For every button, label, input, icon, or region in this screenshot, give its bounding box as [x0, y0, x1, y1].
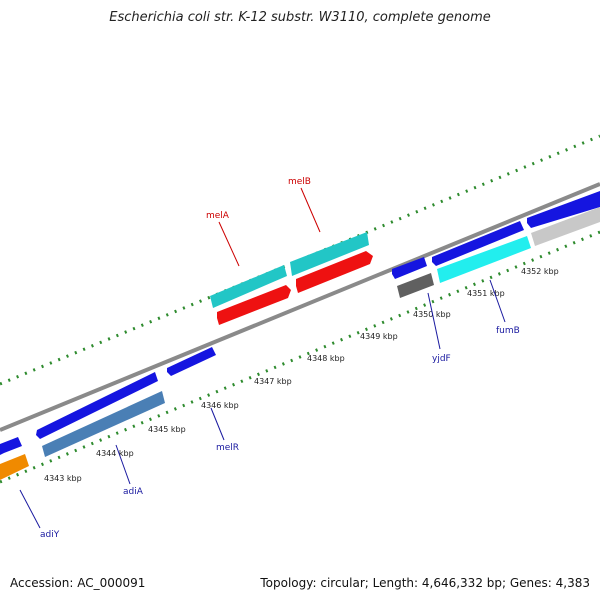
kbp-label: 4351 kbp: [467, 289, 505, 298]
kbp-label: 4352 kbp: [521, 267, 559, 276]
gene-blue-far-left[interactable]: [0, 437, 22, 455]
gene-light-grey-right[interactable]: [531, 207, 600, 246]
gene-label-adiA[interactable]: adiA: [123, 487, 144, 497]
map-title: Escherichia coli str. K-12 substr. W3110…: [109, 10, 491, 25]
genome-backbone: [0, 182, 600, 432]
kbp-label: 4349 kbp: [360, 332, 398, 341]
melB-leader-line: [300, 187, 321, 233]
kbp-label: 4346 kbp: [201, 401, 239, 410]
adiY-leader-line: [19, 489, 41, 529]
gene-label-yjdF[interactable]: yjdF: [432, 354, 451, 364]
accession-text: Accession: AC_000091: [10, 576, 146, 590]
gene-label-adiY[interactable]: adiY: [40, 530, 60, 540]
gene-adiA-steel[interactable]: [42, 391, 165, 457]
kbp-label: 4350 kbp: [413, 310, 451, 319]
gene-blue-adiA-region[interactable]: [36, 372, 158, 439]
kbp-label: 4347 kbp: [254, 377, 292, 386]
gene-label-fumB[interactable]: fumB: [496, 326, 520, 336]
inner-tick-row: [0, 230, 600, 484]
kbp-label: 4344 kbp: [96, 449, 134, 458]
yjdF-leader-line: [427, 292, 441, 350]
gene-melB-cyan[interactable]: [290, 232, 369, 276]
melR-leader-line: [210, 407, 225, 441]
gene-label-melB[interactable]: melB: [288, 177, 311, 187]
genome-summary-text: Topology: circular; Length: 4,646,332 bp…: [260, 576, 590, 590]
gene-melA-red[interactable]: [217, 285, 291, 325]
gene-blue-melR-region[interactable]: [167, 347, 216, 376]
kbp-label: 4345 kbp: [148, 425, 186, 434]
gene-label-melA[interactable]: melA: [206, 211, 230, 221]
gene-label-melR[interactable]: melR: [216, 443, 239, 453]
gene-blue-yjdF-region[interactable]: [392, 257, 427, 279]
kbp-label: 4343 kbp: [44, 474, 82, 483]
fumB-leader-line: [489, 279, 506, 323]
gene-fumB-bright-cyan[interactable]: [437, 236, 531, 283]
melA-leader-line: [218, 221, 240, 267]
gene-melA-cyan[interactable]: [210, 265, 287, 308]
gene-blue-right[interactable]: [527, 191, 600, 228]
gene-yjdF-grey[interactable]: [397, 273, 434, 298]
gene-blue-fumB-region[interactable]: [432, 221, 524, 266]
kbp-label: 4348 kbp: [307, 354, 345, 363]
adiA-leader-line: [115, 444, 131, 485]
gene-adiY-orange[interactable]: [0, 454, 29, 480]
gene-melB-red[interactable]: [296, 251, 373, 293]
